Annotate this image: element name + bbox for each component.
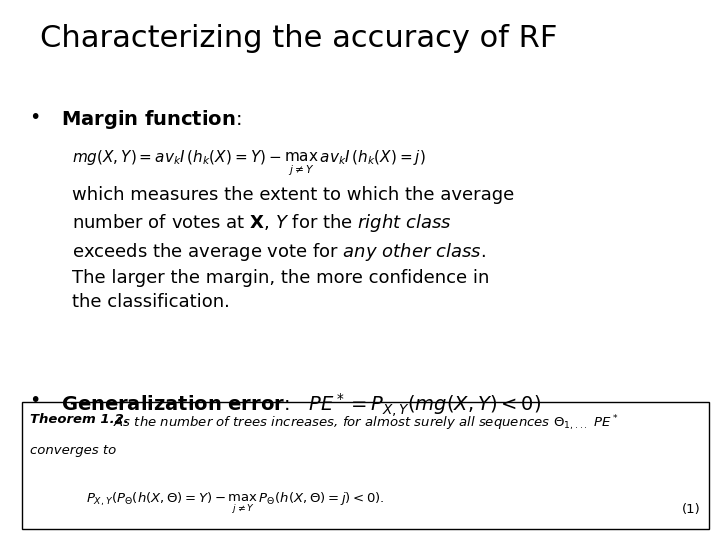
Text: converges to: converges to (30, 444, 117, 457)
Text: •: • (29, 392, 40, 410)
Text: $mg(X, Y) = av_kI\,(h_k(X) = Y) - \underset{j \neq Y}{\max}\, av_kI\,(h_k(X) = j: $mg(X, Y) = av_kI\,(h_k(X) = Y) - \under… (72, 148, 426, 178)
Text: Characterizing the accuracy of RF: Characterizing the accuracy of RF (40, 24, 557, 53)
Text: (1): (1) (682, 503, 701, 516)
FancyBboxPatch shape (22, 402, 709, 529)
Text: $\mathbf{Generalization\ error}$:   $PE^* = P_{X,Y}(mg(X, Y) < 0)$: $\mathbf{Generalization\ error}$: $PE^* … (61, 392, 541, 419)
Text: •: • (29, 108, 40, 127)
Text: $P_{X,Y}(P_\Theta(h(X, \Theta) = Y) - \underset{j \neq Y}{\max}\, P_\Theta(h(X, : $P_{X,Y}(P_\Theta(h(X, \Theta) = Y) - \u… (86, 490, 385, 516)
Text: which measures the extent to which the average
number of votes at $\mathbf{X}$, : which measures the extent to which the a… (72, 186, 514, 311)
Text: As the number of trees increases, for almost surely all sequences $\Theta_{1,...: As the number of trees increases, for al… (101, 413, 618, 433)
Text: Theorem 1.2.: Theorem 1.2. (30, 413, 129, 426)
Text: $\mathbf{Margin\ function}$:: $\mathbf{Margin\ function}$: (61, 108, 242, 131)
